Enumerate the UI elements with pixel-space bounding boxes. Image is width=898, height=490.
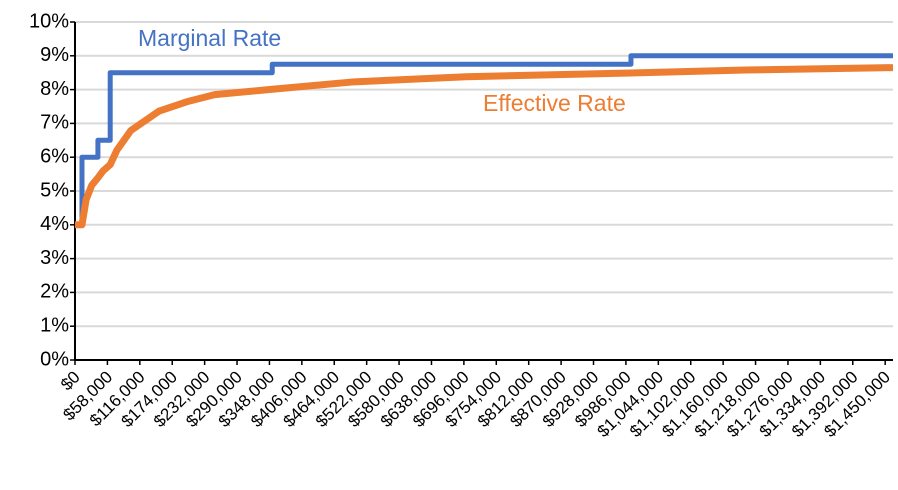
y-tick-label: 7% bbox=[40, 112, 69, 134]
series-label: Effective Rate bbox=[483, 90, 626, 116]
y-tick-label: 3% bbox=[40, 247, 69, 269]
y-tick-label: 5% bbox=[40, 179, 69, 201]
line-series bbox=[75, 53, 893, 228]
y-tick-label: 2% bbox=[40, 281, 69, 303]
y-tick-label: 0% bbox=[40, 348, 69, 370]
y-tick-label: 6% bbox=[40, 145, 69, 167]
y-tick-label: 1% bbox=[40, 314, 69, 336]
y-tick-label: 9% bbox=[40, 44, 69, 66]
y-tick-label: 4% bbox=[40, 213, 69, 235]
line-series bbox=[75, 64, 894, 229]
series-label: Marginal Rate bbox=[138, 25, 281, 51]
y-tick-label: 8% bbox=[40, 78, 69, 100]
y-tick-label: 10% bbox=[29, 10, 69, 32]
